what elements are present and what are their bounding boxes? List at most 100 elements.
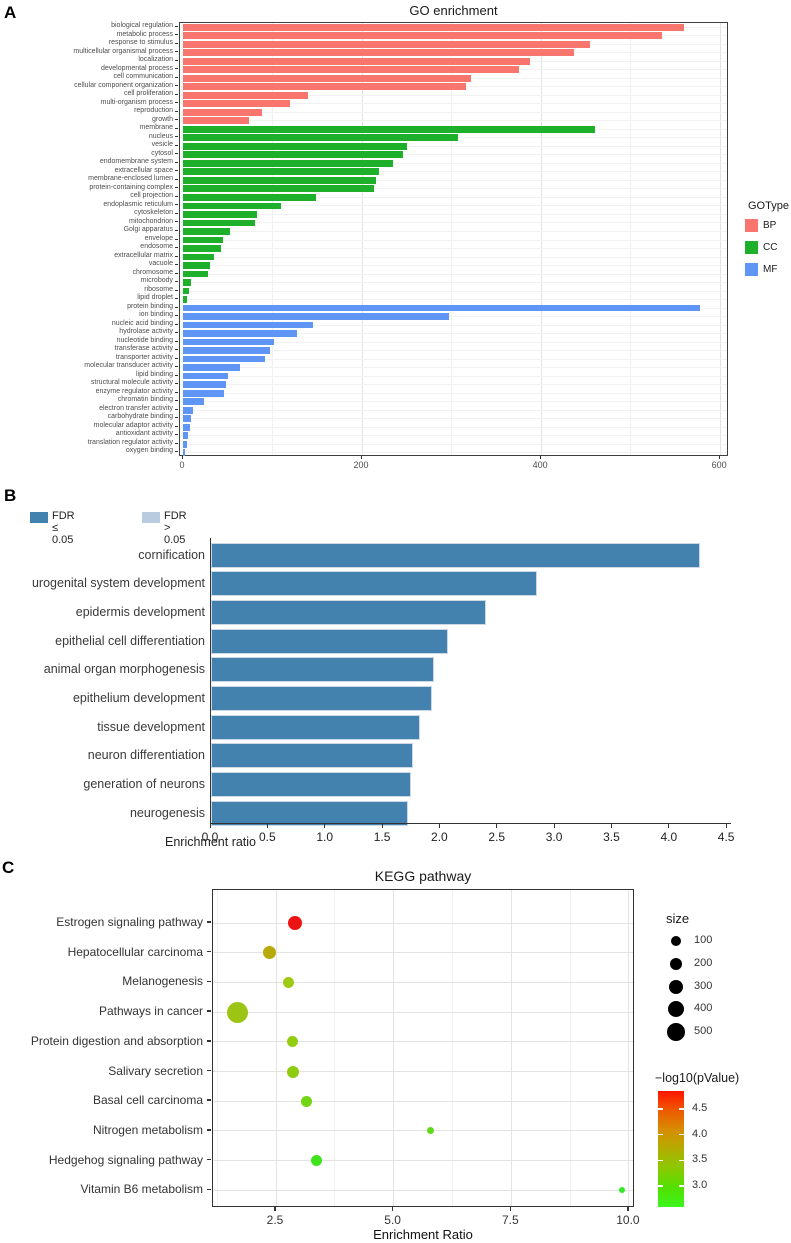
- go-category-label: translation regulator activity: [87, 438, 173, 446]
- go-bar: [183, 279, 192, 286]
- enrichment-bar: [211, 571, 537, 597]
- y-gridline: [180, 384, 727, 386]
- enrichment-category-label: neuron differentiation: [87, 748, 205, 763]
- pvalue-tick-left: [658, 1185, 663, 1187]
- go-category-label: cytoskeleton: [134, 209, 173, 217]
- go-category-label: multi-organism process: [100, 98, 173, 106]
- kegg-dot: [300, 1095, 312, 1107]
- enrichment-bar: [211, 599, 487, 625]
- x-gridline: [451, 23, 453, 455]
- size-legend-label: 500: [694, 1025, 713, 1038]
- go-bar: [183, 440, 188, 448]
- go-category-label: biological regulation: [111, 22, 173, 29]
- y-gridline: [180, 171, 727, 173]
- pvalue-tick-label: 4.0: [692, 1127, 708, 1140]
- panel-b-x-tick: [496, 824, 498, 828]
- kegg-x-gridline: [510, 890, 512, 1206]
- go-category-label: transferase activity: [114, 345, 173, 353]
- go-bar: [183, 406, 193, 414]
- kegg-y-tick: [207, 1188, 211, 1191]
- go-category-label: membrane: [139, 124, 173, 132]
- fdr-legend-swatch-1: [142, 512, 160, 523]
- pvalue-tick-label: 4.5: [692, 1101, 708, 1114]
- kegg-x-tick-label: 10.0: [616, 1213, 640, 1227]
- enrichment-category-label: epidermis development: [75, 604, 205, 619]
- go-category-label: endoplasmic reticulum: [103, 200, 173, 208]
- kegg-y-tick: [207, 1158, 211, 1161]
- go-y-tick: [175, 204, 178, 206]
- panel-b-x-tick-label: 2.0: [431, 830, 448, 844]
- go-category-label: enzyme regulator activity: [95, 387, 173, 395]
- kegg-y-gridline: [213, 1160, 633, 1162]
- y-gridline: [180, 367, 727, 369]
- go-y-tick: [175, 144, 178, 146]
- go-category-label: nucleic acid binding: [111, 319, 173, 327]
- kegg-y-gridline: [213, 1041, 633, 1043]
- kegg-dot: [227, 1001, 249, 1023]
- go-bar: [183, 57, 531, 65]
- go-x-tick: [539, 456, 541, 459]
- go-y-tick: [175, 136, 178, 138]
- y-gridline: [180, 162, 727, 164]
- go-y-tick: [175, 229, 178, 231]
- kegg-y-gridline: [213, 1130, 633, 1132]
- go-category-label: molecular transducer activity: [84, 362, 173, 370]
- go-y-tick: [175, 212, 178, 214]
- go-category-label: endosome: [140, 243, 173, 251]
- go-category-label: structural molecule activity: [90, 379, 173, 387]
- kegg-pathway-label: Pathways in cancer: [98, 1004, 203, 1019]
- panel-b-x-tick: [266, 824, 268, 828]
- go-bar: [183, 193, 316, 201]
- go-bar: [183, 287, 190, 295]
- y-gridline: [180, 120, 727, 122]
- go-y-tick: [175, 238, 178, 240]
- go-bar: [183, 432, 189, 440]
- y-gridline: [180, 375, 727, 377]
- y-gridline: [180, 392, 727, 394]
- go-bar: [183, 185, 374, 193]
- go-category-label: transporter activity: [115, 353, 173, 361]
- kegg-x-gridline-minor: [569, 890, 571, 1206]
- go-x-tick: [718, 456, 720, 459]
- go-bar: [183, 100, 291, 108]
- kegg-y-gridline: [213, 1071, 633, 1072]
- y-gridline: [180, 443, 727, 445]
- panel-c-x-axis-label: Enrichment Ratio: [373, 1227, 473, 1242]
- size-legend-dot: [670, 957, 682, 970]
- kegg-x-tick-label: 5.0: [384, 1213, 401, 1227]
- gotype-label-cc: CC: [763, 242, 778, 253]
- go-x-tick-label: 600: [711, 460, 727, 470]
- kegg-x-tick: [627, 1207, 629, 1211]
- y-gridline: [180, 239, 727, 241]
- size-legend-label: 400: [694, 1002, 713, 1015]
- panel-b-x-tick: [209, 824, 211, 828]
- panel-b-x-tick-label: 1.5: [373, 830, 391, 844]
- go-y-tick: [175, 161, 178, 163]
- go-category-label: cellular component organization: [74, 81, 173, 89]
- go-category-label: endomembrane system: [99, 158, 173, 166]
- enrichment-bar: [211, 772, 411, 798]
- pvalue-tick-left: [658, 1108, 663, 1110]
- y-gridline: [180, 205, 727, 207]
- go-y-tick: [175, 255, 178, 257]
- go-bar: [183, 381, 226, 388]
- panel-b-x-tick-label: 3.5: [603, 830, 620, 844]
- go-y-tick: [175, 434, 178, 436]
- y-gridline: [180, 358, 727, 360]
- go-bar: [183, 321, 313, 329]
- kegg-y-tick: [207, 1010, 211, 1012]
- go-bar: [183, 125, 595, 133]
- go-y-tick: [175, 119, 178, 121]
- go-y-tick: [175, 315, 178, 317]
- go-bar: [183, 304, 700, 312]
- kegg-pathway-label: Estrogen signaling pathway: [56, 915, 203, 929]
- go-category-label: oxygen binding: [125, 447, 173, 455]
- enrichment-category-label: neurogenesis: [129, 805, 205, 820]
- go-category-label: envelope: [144, 234, 173, 242]
- enrichment-category-label: cornification: [138, 547, 205, 562]
- y-gridline: [180, 401, 727, 403]
- panel-c-letter: C: [2, 858, 15, 877]
- gotype-swatch-mf: [745, 263, 758, 276]
- y-gridline: [180, 256, 727, 258]
- y-gridline: [180, 452, 727, 454]
